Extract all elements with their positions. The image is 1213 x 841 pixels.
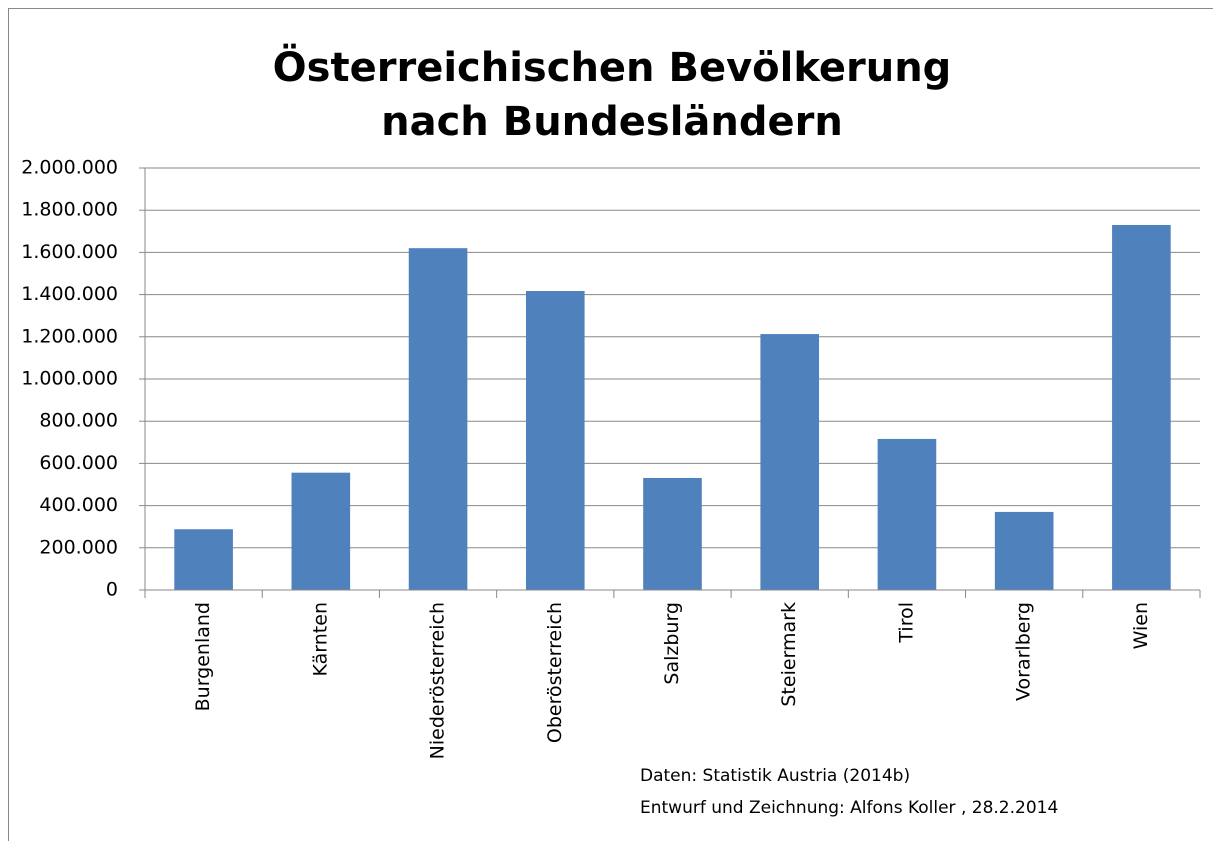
- chart-title: Österreichischen Bevölkerung: [273, 43, 952, 91]
- bar: [291, 472, 351, 590]
- x-tick-label: Vorarlberg: [1013, 602, 1035, 701]
- y-tick-label: 1.200.000: [21, 325, 118, 347]
- chart-frame: [8, 8, 1213, 841]
- bar: [408, 248, 468, 590]
- bar: [1112, 224, 1171, 590]
- x-tick-label: Salzburg: [661, 602, 683, 685]
- bar: [760, 334, 820, 590]
- bar: [994, 511, 1054, 590]
- x-tick-label: Burgenland: [192, 602, 214, 711]
- x-tick-label: Steiermark: [778, 602, 800, 707]
- y-tick-label: 800.000: [39, 410, 118, 432]
- y-tick-label: 1.800.000: [21, 199, 118, 221]
- x-tick-label: Tirol: [895, 602, 917, 644]
- chart-title: nach Bundesländern: [381, 99, 843, 145]
- annotation: Entwurf und Zeichnung: Alfons Koller , 2…: [640, 798, 1058, 818]
- x-tick-label: Oberösterreich: [544, 602, 566, 743]
- bar: [174, 529, 233, 590]
- x-tick-label: Niederösterreich: [427, 602, 449, 759]
- y-tick-label: 200.000: [39, 536, 118, 558]
- bar: [877, 438, 937, 590]
- y-tick-label: 2.000.000: [21, 157, 118, 179]
- bar: [525, 291, 585, 590]
- y-tick-label: 1.400.000: [21, 283, 118, 305]
- y-tick-label: 600.000: [39, 452, 118, 474]
- y-tick-label: 0: [106, 579, 118, 601]
- y-tick-label: 1.000.000: [21, 368, 118, 390]
- annotation: Daten: Statistik Austria (2014b): [640, 766, 910, 786]
- x-tick-label: Wien: [1130, 602, 1152, 649]
- bar: [643, 477, 702, 590]
- x-tick-label: Kärnten: [309, 602, 331, 676]
- y-tick-label: 400.000: [39, 494, 118, 516]
- y-tick-label: 1.600.000: [21, 241, 118, 263]
